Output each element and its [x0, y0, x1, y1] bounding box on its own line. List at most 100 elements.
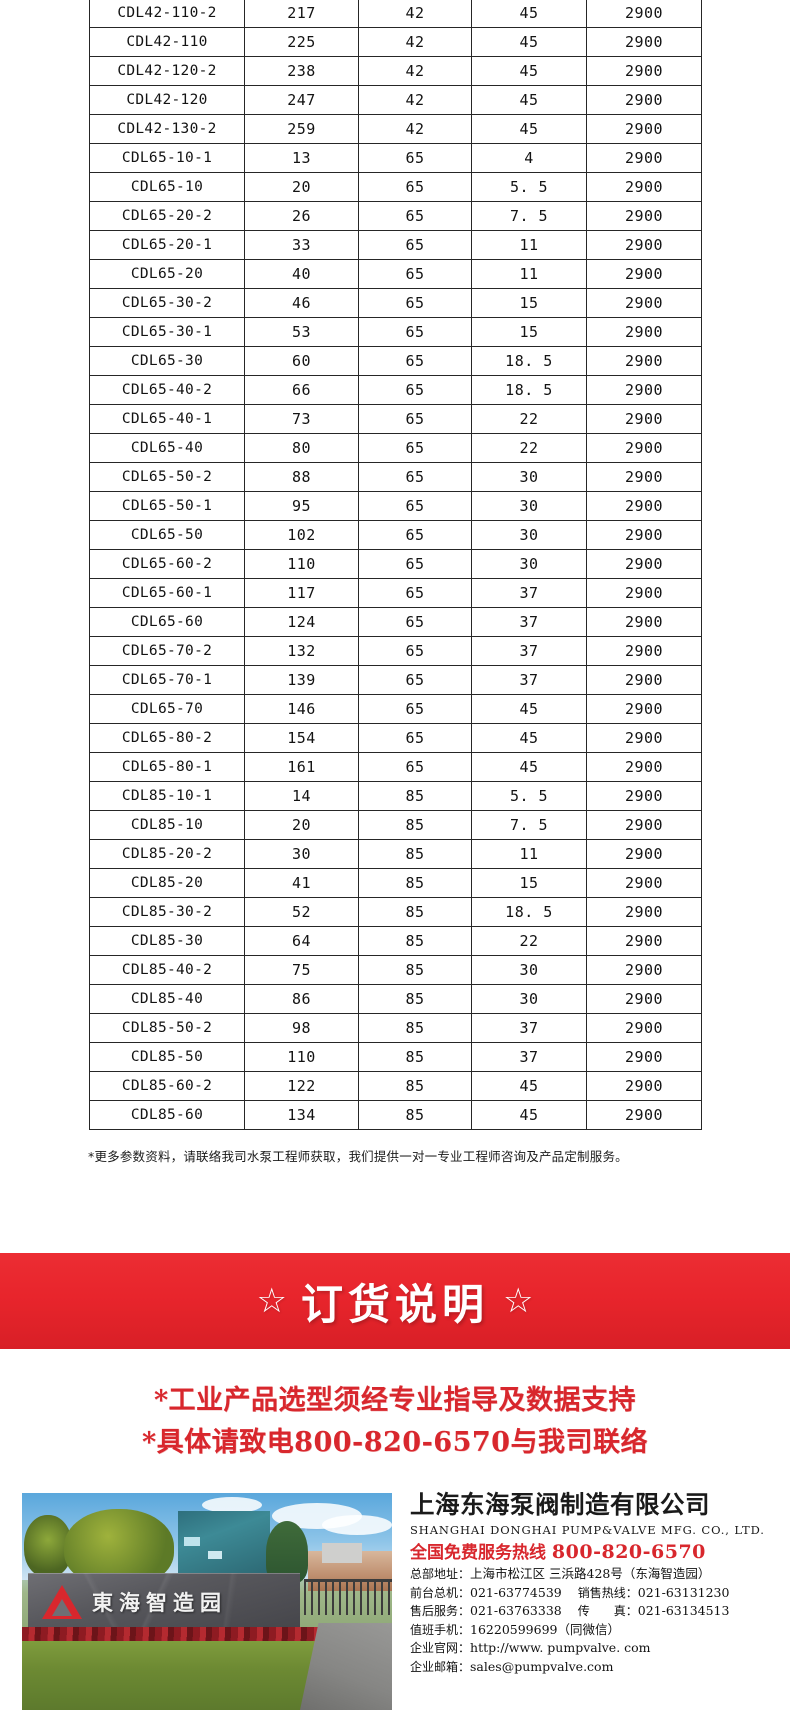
table-row: CDL85-30-2 52 85 18. 5 2900: [89, 897, 702, 927]
cell-model: CDL65-10-1: [89, 143, 245, 173]
pump-spec-table: CDL42-110-2 217 42 45 2900 CDL42-110 225 42 45 29…: [89, 0, 702, 1130]
cell-model: CDL42-110-2: [89, 0, 245, 28]
front-desk-value[interactable]: 021-63774539: [470, 1584, 562, 1600]
cell-model: CDL65-30: [89, 346, 245, 376]
order-notice-text: *工业产品选型须经专业指导及数据支持 *具体请致电800-820-6570与我司…: [0, 1380, 790, 1464]
cell-value: 20: [244, 172, 359, 202]
cell-value: 85: [358, 781, 472, 811]
cell-value: 30: [471, 955, 587, 985]
cell-value: 85: [358, 1100, 472, 1130]
cell-model: CDL85-60-2: [89, 1071, 245, 1101]
donghai-logo-icon: [42, 1585, 82, 1621]
cell-value: 85: [358, 955, 472, 985]
table-row: CDL65-70-1 139 65 37 2900: [89, 665, 702, 695]
cell-value: 86: [244, 984, 359, 1014]
cell-value: 45: [471, 752, 587, 782]
table-row: CDL85-20-2 30 85 11 2900: [89, 839, 702, 869]
photo-stone-sign-wall: 東海智造园: [28, 1573, 300, 1631]
cell-value: 37: [471, 1013, 587, 1043]
table-row: CDL42-110-2 217 42 45 2900: [89, 0, 702, 28]
cell-model: CDL85-60: [89, 1100, 245, 1130]
cell-value: 2900: [586, 143, 702, 173]
cell-value: 146: [244, 694, 359, 724]
table-row: CDL65-40-2 66 65 18. 5 2900: [89, 375, 702, 405]
cell-value: 64: [244, 926, 359, 956]
table-row: CDL85-50-2 98 85 37 2900: [89, 1013, 702, 1043]
cell-value: 2900: [586, 230, 702, 260]
cell-value: 65: [358, 491, 472, 521]
front-desk-label: 前台总机：: [410, 1585, 471, 1600]
cell-value: 2900: [586, 520, 702, 550]
cell-value: 22: [471, 926, 587, 956]
order-notice-banner: ☆ 订货说明 ☆: [0, 1253, 790, 1349]
service-value[interactable]: 021-63763338: [470, 1603, 562, 1618]
cell-value: 217: [244, 0, 359, 28]
table-row: CDL65-60 124 65 37 2900: [89, 607, 702, 637]
cell-value: 2900: [586, 723, 702, 753]
cell-value: 2900: [586, 665, 702, 695]
table-row: CDL85-50 110 85 37 2900: [89, 1042, 702, 1072]
photo-cloud: [202, 1497, 262, 1513]
table-row: CDL65-40-1 73 65 22 2900: [89, 404, 702, 434]
duty-phone-value[interactable]: 16220599699（同微信）: [470, 1621, 620, 1637]
cell-value: 45: [471, 114, 587, 144]
table-row: CDL42-120 247 42 45 2900: [89, 85, 702, 115]
website-label: 企业官网：: [410, 1641, 471, 1655]
cell-value: 2900: [586, 433, 702, 463]
sales-value[interactable]: 021-63131230: [637, 1584, 730, 1600]
cell-value: 2900: [586, 1071, 702, 1101]
cell-value: 2900: [586, 955, 702, 985]
hotline-number[interactable]: 800-820-6570: [551, 1541, 706, 1563]
cell-value: 122: [244, 1071, 359, 1101]
cell-value: 65: [358, 549, 472, 579]
cell-value: 13: [244, 143, 359, 173]
company-name-cn: 上海东海泵阀制造有限公司: [410, 1490, 710, 1519]
banner-inner: ☆ 订货说明 ☆: [257, 1271, 534, 1332]
cell-value: 42: [358, 114, 472, 144]
cell-model: CDL65-70-2: [89, 636, 245, 666]
table-row: CDL65-20-1 33 65 11 2900: [89, 230, 702, 260]
cell-model: CDL85-30-2: [89, 897, 245, 927]
cell-value: 73: [244, 404, 359, 434]
cell-value: 2900: [586, 1013, 702, 1043]
hotline-label: 全国免费服务热线: [410, 1543, 546, 1563]
cell-value: 85: [358, 897, 472, 927]
cell-value: 45: [471, 694, 587, 724]
website-value[interactable]: http://www. pumpvalve. com: [470, 1640, 651, 1655]
cell-value: 102: [244, 520, 359, 550]
cell-value: 117: [244, 578, 359, 608]
cell-value: 30: [471, 520, 587, 550]
cell-value: 30: [471, 491, 587, 521]
cell-value: 2900: [586, 897, 702, 927]
cell-model: CDL65-70-1: [89, 665, 245, 695]
table-row: CDL65-30 60 65 18. 5 2900: [89, 346, 702, 376]
company-name-en: SHANGHAI DONGHAI PUMP&VALVE MFG. CO., LT…: [410, 1523, 765, 1537]
cell-value: 2900: [586, 27, 702, 57]
duty-phone-row: 值班手机：16220599699（同微信）: [410, 1621, 765, 1640]
cell-value: 225: [244, 27, 359, 57]
cell-value: 46: [244, 288, 359, 318]
email-row: 企业邮箱：sales@pumpvalve.com: [410, 1658, 765, 1677]
cell-model: CDL42-120: [89, 85, 245, 115]
cell-value: 66: [244, 375, 359, 405]
email-value[interactable]: sales@pumpvalve.com: [470, 1658, 614, 1674]
cell-value: 26: [244, 201, 359, 231]
banner-title: 订货说明: [300, 1279, 489, 1329]
cell-value: 65: [358, 694, 472, 724]
table-row: CDL65-10 20 65 5. 5 2900: [89, 172, 702, 202]
cell-value: 2900: [586, 404, 702, 434]
cell-value: 30: [471, 462, 587, 492]
cell-value: 52: [244, 897, 359, 927]
cell-value: 42: [358, 0, 472, 28]
cell-value: 132: [244, 636, 359, 666]
cell-value: 2900: [586, 114, 702, 144]
cell-model: CDL65-50-2: [89, 462, 245, 492]
cell-value: 85: [358, 839, 472, 869]
star-right-icon: ☆: [503, 1282, 534, 1320]
table-row: CDL85-30 64 85 22 2900: [89, 926, 702, 956]
cell-model: CDL65-10: [89, 172, 245, 202]
cell-value: 2900: [586, 201, 702, 231]
photo-glass-building: [178, 1511, 270, 1581]
website-row: 企业官网：http://www. pumpvalve. com: [410, 1639, 765, 1658]
cell-value: 65: [358, 462, 472, 492]
